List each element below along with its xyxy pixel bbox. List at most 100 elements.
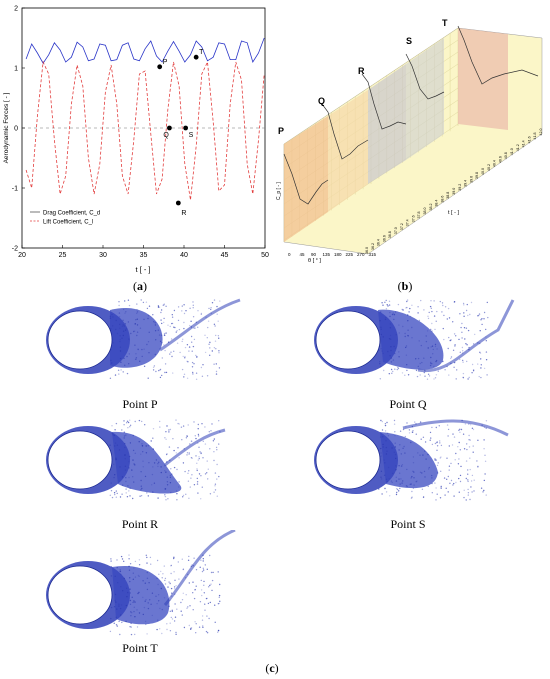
cp-trace-S (405, 53, 445, 100)
theta-tick-label: 135 (323, 252, 331, 257)
x-tick-label: 30 (99, 252, 107, 259)
flow-snapshot-Q (314, 299, 515, 380)
cylinder (315, 430, 381, 490)
t-tick-label: 41.0 (510, 148, 514, 155)
chart-a: 20 25 30 35 40 45 50 -2 -1 0 1 2 P Q R S T Aerodynamic … (3, 6, 269, 275)
point-label-T: T (199, 49, 204, 56)
point-label-P: P (163, 59, 168, 66)
legend-lift: Lift Coefficient, C_l (43, 220, 93, 226)
chart-a-ylabel: Aerodynamic Forces [ - ] (3, 92, 10, 163)
theta-tick-label: 45 (300, 252, 306, 257)
point-P (157, 64, 163, 70)
t-tick-label: 38.2 (429, 204, 433, 211)
cylinder (47, 565, 113, 625)
chart-b-xlabel: θ [ ° ] (308, 258, 321, 264)
y-tick-label: 0 (14, 126, 18, 133)
t-tick-label: 37.2 (400, 223, 404, 230)
t-tick-label: 38.0 (423, 208, 427, 215)
caption-S: Point S (390, 517, 426, 531)
flow-snapshot-P (46, 298, 241, 380)
t-tick-label: 41.4 (522, 140, 526, 147)
x-tick-label: 40 (180, 252, 188, 259)
t-tick-label: 40.4 (493, 160, 497, 167)
point-label-Q: Q (163, 132, 169, 139)
slice-R (368, 64, 406, 184)
theta-tick-label: 270 (357, 252, 365, 257)
cp-trace-R (361, 73, 407, 130)
slice-label-Q: Q (318, 96, 325, 106)
t-tick-label: 36.0 (365, 247, 369, 254)
y-tick-label: 2 (14, 6, 18, 13)
t-tick-label: 36.6 (382, 235, 386, 242)
point-label-S: S (189, 132, 194, 139)
t-tick-label: 36.8 (388, 231, 392, 238)
t-tick-label: 36.4 (377, 239, 381, 246)
theta-tick-label: 225 (346, 252, 354, 257)
slice-label-P: P (278, 126, 284, 136)
panel-label-c: (c) (265, 661, 279, 675)
slice-label-S: S (406, 36, 412, 46)
series-drag (25, 37, 265, 64)
t-tick-label: 36.2 (371, 243, 375, 250)
t-tick-label: 38.6 (440, 196, 444, 203)
t-tick-label: 40.2 (487, 164, 491, 171)
t-tick-label: 40.6 (498, 156, 502, 163)
t-tick-label: 42.0 (539, 129, 543, 136)
t-tick-label: 39.0 (452, 188, 456, 195)
x-tick-label: 35 (140, 252, 148, 259)
t-tick-label: 41.2 (516, 144, 520, 151)
x-tick-label: 45 (221, 252, 229, 259)
t-tick-label: 39.6 (469, 176, 473, 183)
theta-tick-label: 90 (311, 252, 317, 257)
slice-label-R: R (358, 66, 365, 76)
point-S (183, 125, 189, 131)
t-tick-label: 37.8 (417, 211, 421, 218)
y-tick-label: -2 (12, 246, 18, 253)
series-lift (25, 60, 265, 201)
legend-drag: Drag Coefficient, C_d (43, 211, 100, 217)
t-tick-label: 39.2 (458, 184, 462, 191)
theta-tick-label: 180 (334, 252, 342, 257)
cylinder (315, 310, 381, 370)
t-tick-label: 41.6 (527, 136, 531, 143)
theta-tick-label: 315 (369, 252, 377, 257)
chart-b: P Q R S T C_p [ - ] θ [ ° ] t [ - ] 0 45 9… (276, 18, 543, 264)
point-T (193, 54, 199, 60)
cp-trace-Q (321, 103, 369, 160)
cylinder (47, 430, 113, 490)
chart-b-zlabel: t [ - ] (448, 210, 459, 216)
x-tick-label: 50 (261, 252, 269, 259)
cp-trace-T (457, 25, 539, 85)
panel-label-b: (b) (397, 279, 413, 293)
x-tick-label: 25 (59, 252, 67, 259)
chart-a-xlabel: t [ - ] (136, 265, 151, 274)
x-tick-label: 20 (18, 252, 26, 259)
slice-T (458, 28, 508, 130)
t-tick-label: 37.6 (411, 215, 415, 222)
point-label-R: R (181, 210, 186, 217)
slice-Q (328, 90, 368, 212)
slice-label-T: T (442, 18, 448, 28)
t-tick-label: 37.0 (394, 227, 398, 234)
cylinder (47, 310, 113, 370)
t-tick-label: 38.4 (435, 200, 439, 207)
point-Q (167, 125, 172, 131)
caption-P: Point P (122, 397, 158, 411)
slice-P (284, 116, 328, 242)
slice-S (406, 38, 444, 160)
panel-label-a: (a) (133, 279, 147, 293)
y-tick-label: -1 (12, 186, 18, 193)
t-tick-label: 37.4 (406, 219, 410, 226)
chart-a-legend: Drag Coefficient, C_d Lift Coefficient, … (30, 211, 100, 226)
flow-snapshot-S (314, 419, 509, 501)
y-tick-label: 1 (14, 66, 18, 73)
chart-b-ylabel: C_p [ - ] (276, 182, 282, 200)
point-R (175, 200, 181, 206)
t-tick-label: 40.0 (481, 168, 485, 175)
caption-Q: Point Q (389, 397, 427, 411)
t-tick-label: 41.8 (533, 132, 537, 139)
cp-trace-P (283, 153, 329, 205)
flow-snapshot-R (46, 419, 226, 501)
t-tick-label: 39.8 (475, 172, 479, 179)
caption-T: Point T (122, 641, 158, 655)
